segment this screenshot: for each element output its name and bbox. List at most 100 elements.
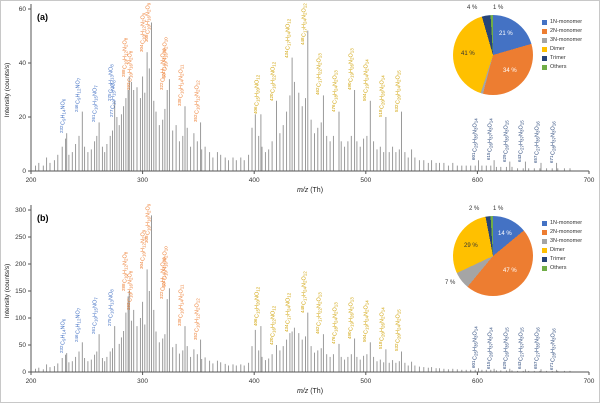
svg-text:300: 300 xyxy=(15,207,26,214)
peak-annotation: 246C9H12NO7 xyxy=(74,77,82,112)
pie-slice-label: 14 % xyxy=(498,231,512,237)
legend-label: Trimer xyxy=(550,55,566,61)
peak-annotation: 232C9H14NO6 xyxy=(58,98,67,134)
peak-annotation: 643C27H37N3O15 xyxy=(517,327,525,370)
pie-slice-label: 21 % xyxy=(499,31,513,37)
peak-annotation: 462C17H22N2O13 xyxy=(315,292,323,335)
peak-annotation: 434C17H24NO12 xyxy=(284,18,292,58)
peak-annotation: 352C10H12N2O12 xyxy=(192,297,201,340)
pie-slice-label: 29 % xyxy=(464,243,478,249)
legend-item: Others xyxy=(542,64,582,70)
svg-text:200: 200 xyxy=(26,177,37,184)
peak-annotation: 308C10H16N2O9 xyxy=(143,2,152,42)
peak-annotation: 448C17H24N2O12 xyxy=(299,3,308,45)
svg-text:500: 500 xyxy=(360,378,371,385)
legend-swatch-icon xyxy=(542,238,547,244)
legend-label: 2N-monomer xyxy=(550,28,583,34)
tick-labels: 200 300 400 500 600 700 0 50 100 150 200 250 300 xyxy=(15,207,595,385)
legend-swatch-icon xyxy=(542,37,547,43)
legend-swatch-icon xyxy=(542,55,547,61)
peaks xyxy=(35,22,571,171)
legend-swatch-icon xyxy=(542,247,547,253)
pie-slice-label: 4 % xyxy=(467,5,478,11)
y-axis-title: Intensity (counts/s) xyxy=(4,264,11,319)
svg-text:700: 700 xyxy=(584,378,595,385)
peak-annotation: 420C16H22NO12 xyxy=(268,305,277,345)
peaks xyxy=(35,215,571,372)
panel-letter: (b) xyxy=(37,213,49,223)
svg-text:20: 20 xyxy=(19,114,27,121)
peak-annotation: 601C25H35N3O14 xyxy=(470,326,479,369)
peak-annotation: 518C20H26N2O14 xyxy=(377,307,386,350)
peak-annotation: 490C19H26N2O13 xyxy=(346,48,355,90)
peak-annotation: 462C17H22N2O13 xyxy=(315,53,323,96)
legend-item: 2N-monomer xyxy=(542,229,582,235)
legend-item: 2N-monomer xyxy=(542,28,582,34)
peak-annotation: 476C18H24N2O13 xyxy=(331,69,339,112)
svg-text:600: 600 xyxy=(472,177,483,184)
peak-annotation: 671C28H37N3O16 xyxy=(548,328,557,370)
peak-annotation: 476C18H24N2O13 xyxy=(331,302,339,344)
legend-swatch-icon xyxy=(542,64,547,70)
legend-item: 3N-monomer xyxy=(542,238,582,244)
peak-annotation: 324C10H16N2O10 xyxy=(161,246,169,289)
pie-chart xyxy=(453,15,533,95)
svg-text:40: 40 xyxy=(19,60,27,67)
svg-text:400: 400 xyxy=(249,378,260,385)
peak-annotation: 615C26H37N3O14 xyxy=(486,118,494,161)
peak-annotation: 232C9H14NO6 xyxy=(58,318,67,354)
peak-annotation: 629C26H35N3O15 xyxy=(501,326,510,369)
peak-annotation: 504C19H24N2O14 xyxy=(362,58,370,101)
pie-slice-label: 1 % xyxy=(493,5,504,11)
pie-slice-label: 47 % xyxy=(503,268,517,274)
x-axis-title: m/z (Th) xyxy=(297,187,323,194)
peak-annotation: 277C10H15NO8 xyxy=(108,80,117,117)
svg-text:0: 0 xyxy=(22,369,26,376)
legend-label: Others xyxy=(550,265,567,271)
peak-annotation: 434C17H24NO12 xyxy=(284,292,292,332)
panel-letter: (a) xyxy=(37,12,48,22)
svg-text:500: 500 xyxy=(360,177,371,184)
legend-item: Others xyxy=(542,265,582,271)
peak-annotation: 657C27H35N3O16 xyxy=(533,121,541,163)
peak-annotation: 504C19H24N2O14 xyxy=(362,300,370,343)
peak-annotation: 292C10H16N2O8 xyxy=(125,50,134,90)
legend-label: 1N-monomer xyxy=(550,19,583,25)
peak-annotation: 246C9H12NO7 xyxy=(74,308,82,343)
legend: 1N-monomer 2N-monomer 3N-monomer Dimer Trime… xyxy=(542,19,582,73)
svg-text:600: 600 xyxy=(472,378,483,385)
peak-annotation: 532C20H24N2O15 xyxy=(393,69,402,112)
legend-item: 1N-monomer xyxy=(542,220,582,226)
peak-annotation: 275C10H13NO8 xyxy=(106,289,115,327)
axes xyxy=(28,205,590,375)
peak-annotation: 657C27H35N3O16 xyxy=(533,327,541,370)
peak-annotation: 420C16H22NO12 xyxy=(268,61,277,101)
legend-swatch-icon xyxy=(542,220,547,226)
legend-item: 3N-monomer xyxy=(542,37,582,43)
spectrum-a: 200 300 400 500 600 700 0 20 40 60 Intensity (coun… xyxy=(4,4,595,194)
legend-swatch-icon xyxy=(542,256,547,262)
peak-annotation: 261C10H15NO7 xyxy=(91,85,99,123)
x-axis-title: m/z (Th) xyxy=(297,388,323,395)
legend-swatch-icon xyxy=(542,19,547,25)
peak-annotation: 601C25H35N3O14 xyxy=(470,118,479,161)
legend-swatch-icon xyxy=(542,229,547,235)
svg-text:50: 50 xyxy=(19,342,27,349)
pie-slice-label: 34 % xyxy=(503,68,517,74)
legend-label: 3N-monomer xyxy=(550,37,583,43)
svg-text:100: 100 xyxy=(15,315,26,322)
pie-slice-label: 2 % xyxy=(469,206,480,212)
axes xyxy=(28,4,590,174)
peak-annotation: 406C15H20NO12 xyxy=(252,75,261,115)
peak-annotation: 292C10H16N2O8 xyxy=(125,270,134,310)
legend-label: Others xyxy=(550,64,567,70)
svg-text:150: 150 xyxy=(15,288,26,295)
svg-text:400: 400 xyxy=(249,177,260,184)
peak-annotation: 406C15H20NO12 xyxy=(252,286,261,327)
tick-labels: 200 300 400 500 600 700 0 20 40 60 xyxy=(19,6,595,184)
pie-chart xyxy=(453,216,533,296)
panel-a: 200 300 400 500 600 700 0 20 40 60 Intensity (coun… xyxy=(1,1,599,202)
legend-swatch-icon xyxy=(542,265,547,271)
legend: 1N-monomer 2N-monomer 3N-monomer Dimer Trime… xyxy=(542,220,582,274)
